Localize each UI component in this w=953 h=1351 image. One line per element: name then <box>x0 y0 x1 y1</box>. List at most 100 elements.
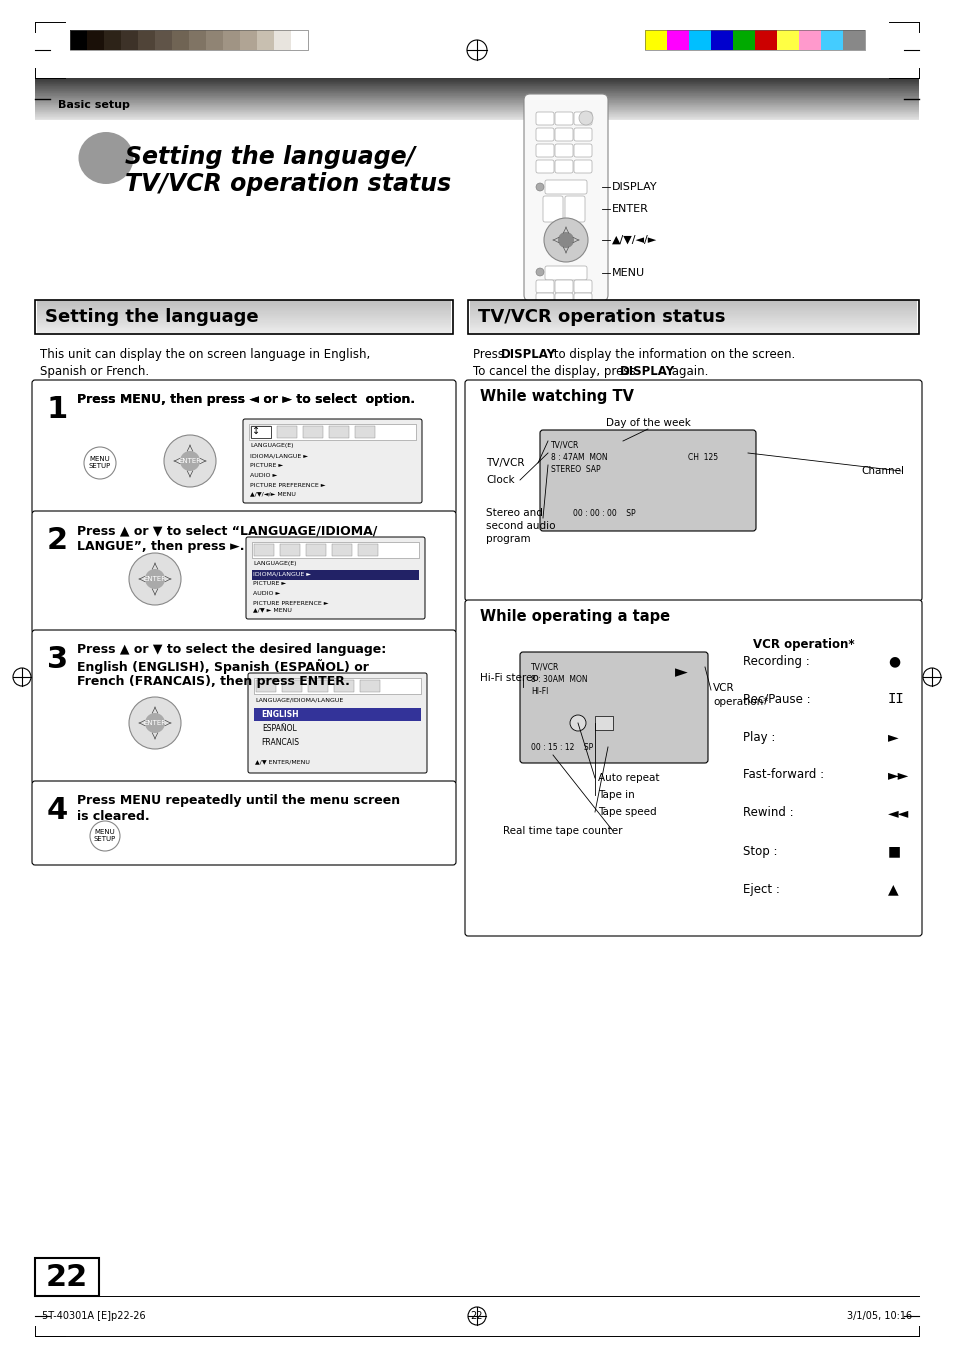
Bar <box>666 30 688 50</box>
Text: ►►: ►► <box>887 767 908 782</box>
Bar <box>37 307 451 308</box>
Bar <box>37 312 451 313</box>
Bar <box>252 542 418 558</box>
Text: 22: 22 <box>46 1262 88 1292</box>
Bar <box>821 30 842 50</box>
Bar <box>37 320 451 322</box>
Bar <box>35 300 453 334</box>
Bar <box>470 322 916 323</box>
Bar <box>329 426 349 438</box>
FancyBboxPatch shape <box>564 196 584 222</box>
Text: Auto repeat: Auto repeat <box>598 773 659 784</box>
Text: STEREO  SAP: STEREO SAP <box>551 465 600 474</box>
Text: Press MENU, then press ◄ or ► to select  option.: Press MENU, then press ◄ or ► to select … <box>77 393 415 407</box>
Circle shape <box>558 232 574 249</box>
Text: ▲/▼ ► MENU: ▲/▼ ► MENU <box>253 607 292 612</box>
Text: Real time tape counter: Real time tape counter <box>502 825 622 836</box>
Bar <box>470 304 916 305</box>
Bar <box>470 311 916 312</box>
Bar <box>37 317 451 319</box>
Text: ►: ► <box>887 730 898 744</box>
Text: TV/VCR operation status: TV/VCR operation status <box>125 172 451 196</box>
Text: PICTURE ►: PICTURE ► <box>250 463 283 467</box>
Bar <box>240 30 256 50</box>
FancyBboxPatch shape <box>519 653 707 763</box>
Bar <box>470 301 916 303</box>
Text: PICTURE PREFERENCE ►: PICTURE PREFERENCE ► <box>253 601 328 607</box>
Bar <box>470 316 916 317</box>
Bar <box>470 326 916 328</box>
FancyBboxPatch shape <box>32 511 456 634</box>
Bar <box>470 328 916 330</box>
Text: 22: 22 <box>470 1310 483 1321</box>
Bar <box>223 30 240 50</box>
FancyBboxPatch shape <box>32 630 456 784</box>
Text: Tape in: Tape in <box>598 790 634 800</box>
Text: Stop :: Stop : <box>742 844 777 858</box>
FancyBboxPatch shape <box>536 293 554 305</box>
Bar <box>470 320 916 322</box>
FancyBboxPatch shape <box>536 280 554 293</box>
Circle shape <box>84 447 116 480</box>
Text: SETUP: SETUP <box>89 463 111 469</box>
Bar <box>470 315 916 316</box>
Text: This unit can display the on screen language in English,: This unit can display the on screen lang… <box>40 349 370 361</box>
FancyBboxPatch shape <box>536 305 554 319</box>
Bar <box>280 544 299 557</box>
Text: 4: 4 <box>47 796 69 825</box>
Text: Setting the language/: Setting the language/ <box>125 145 415 169</box>
Bar <box>255 680 275 692</box>
Bar <box>37 303 451 304</box>
Bar <box>274 30 291 50</box>
Text: ▲/▼/◄/► MENU: ▲/▼/◄/► MENU <box>250 490 295 496</box>
Text: Eject :: Eject : <box>742 882 779 896</box>
Bar <box>470 309 916 311</box>
Text: is cleared.: is cleared. <box>77 811 150 823</box>
FancyBboxPatch shape <box>246 536 424 619</box>
FancyBboxPatch shape <box>555 159 573 173</box>
FancyBboxPatch shape <box>32 781 456 865</box>
Text: Rec/Pause :: Rec/Pause : <box>742 693 810 705</box>
Bar <box>37 332 451 335</box>
Bar <box>121 30 138 50</box>
Bar <box>256 30 274 50</box>
Text: 1: 1 <box>47 394 69 424</box>
Bar <box>252 570 418 580</box>
Text: Fast-forward :: Fast-forward : <box>742 769 823 781</box>
Text: PICTURE ►: PICTURE ► <box>253 581 286 586</box>
Text: SETUP: SETUP <box>93 836 116 842</box>
Text: ►: ► <box>675 663 687 681</box>
Text: Press MENU, then press ◄ or ► to select  option.: Press MENU, then press ◄ or ► to select … <box>77 393 415 407</box>
Text: LANGUAGE(E): LANGUAGE(E) <box>253 561 296 566</box>
Bar <box>842 30 864 50</box>
Text: Spanish or French.: Spanish or French. <box>40 365 149 378</box>
FancyBboxPatch shape <box>464 600 921 936</box>
Text: DISPLAY: DISPLAY <box>612 182 657 192</box>
Bar <box>357 544 377 557</box>
Ellipse shape <box>78 132 133 184</box>
Bar <box>253 678 420 694</box>
Text: second audio: second audio <box>485 521 555 531</box>
Text: Press ▲ or ▼ to select “LANGUAGE/IDIOMA/: Press ▲ or ▼ to select “LANGUAGE/IDIOMA/ <box>77 524 377 536</box>
Bar <box>754 30 776 50</box>
Text: LANGUE”, then press ►.: LANGUE”, then press ►. <box>77 540 244 553</box>
Text: LANGUAGE/IDIOMA/LANGUE: LANGUAGE/IDIOMA/LANGUE <box>254 697 343 703</box>
Text: ENTER: ENTER <box>143 576 167 582</box>
Text: ■: ■ <box>887 844 901 858</box>
Bar <box>470 327 916 328</box>
FancyBboxPatch shape <box>555 280 573 293</box>
Circle shape <box>180 451 200 471</box>
Text: TV/VCR operation status: TV/VCR operation status <box>477 308 724 326</box>
Bar <box>87 30 104 50</box>
Text: English (ENGLISH), Spanish (ESPAÑOL) or: English (ENGLISH), Spanish (ESPAÑOL) or <box>77 659 369 674</box>
Bar <box>251 426 271 438</box>
FancyBboxPatch shape <box>555 293 573 305</box>
Text: ▲/▼ ENTER/MENU: ▲/▼ ENTER/MENU <box>254 759 310 765</box>
FancyBboxPatch shape <box>574 280 592 293</box>
Text: again.: again. <box>667 365 708 378</box>
Bar <box>37 315 451 316</box>
Text: Press MENU repeatedly until the menu screen: Press MENU repeatedly until the menu scr… <box>77 794 399 807</box>
Text: TV/VCR: TV/VCR <box>485 458 524 467</box>
Bar <box>470 303 916 304</box>
Text: Clock: Clock <box>485 476 514 485</box>
